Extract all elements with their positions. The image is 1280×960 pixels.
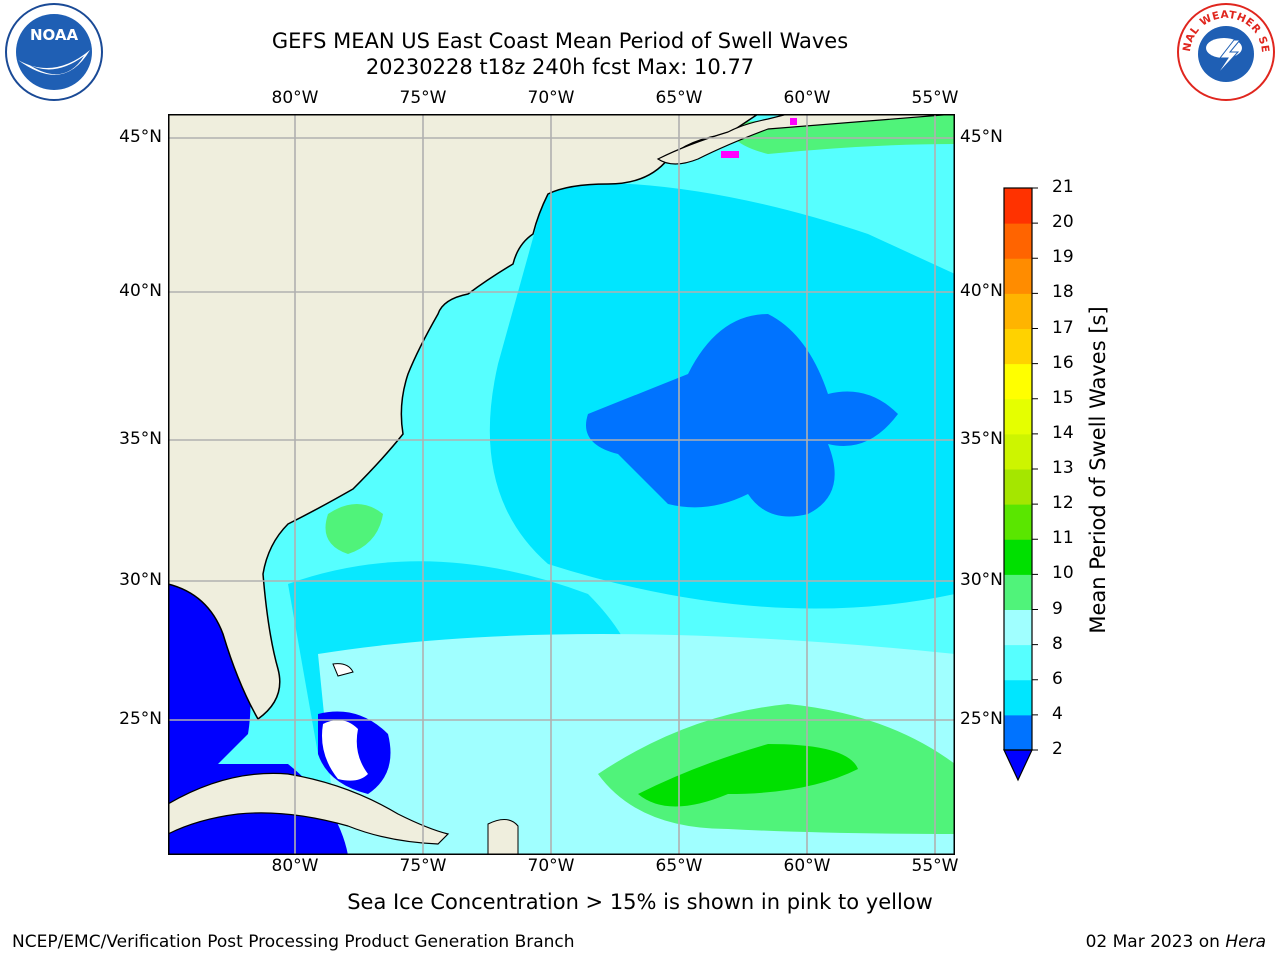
colorbar-segment-2 <box>1004 644 1032 681</box>
noaa-logo-text: NOAA <box>30 26 79 44</box>
lon-label-top-2: 70°W <box>527 88 575 108</box>
colorbar-tick-8: 8 <box>1052 633 1063 654</box>
lon-label-top-5: 55°W <box>911 88 959 108</box>
lat-label-right-4: 25°N <box>960 709 1003 729</box>
lon-label-bottom-0: 80°W <box>271 856 319 876</box>
chart-title: GEFS MEAN US East Coast Mean Period of S… <box>271 29 849 53</box>
colorbar-segment-3 <box>1004 609 1032 646</box>
colorbar-tick-19: 19 <box>1052 247 1074 268</box>
colorbar-under-arrow <box>1003 749 1033 782</box>
footer-date: 02 Mar 2023 on Hera <box>1086 932 1266 952</box>
colorbar-tick-17: 17 <box>1052 317 1074 338</box>
colorbar-tick-11: 11 <box>1052 528 1074 549</box>
colorbar-segment-6 <box>1004 504 1032 540</box>
lat-label-right-2: 35°N <box>960 429 1003 449</box>
lon-label-top-4: 60°W <box>783 88 831 108</box>
sea-ice-note: Sea Ice Concentration > 15% is shown in … <box>347 890 933 914</box>
colorbar-segment-10 <box>1004 363 1032 400</box>
colorbar-label: Mean Period of Swell Waves [s] <box>1086 306 1110 634</box>
colorbar-tick-15: 15 <box>1052 387 1074 408</box>
footer-machine: Hera <box>1225 932 1266 952</box>
colorbar-tick-2: 2 <box>1052 739 1063 759</box>
colorbar-segment-14 <box>1004 223 1032 259</box>
lon-label-bottom-1: 75°W <box>399 856 447 876</box>
lat-label-left-0: 45°N <box>119 127 162 147</box>
colorbar-segment-1 <box>1004 679 1032 716</box>
lon-label-bottom-3: 65°W <box>655 856 703 876</box>
lon-label-top-1: 75°W <box>399 88 447 108</box>
map-panel <box>168 114 955 855</box>
colorbar-segment-9 <box>1004 398 1032 435</box>
colorbar-tick-21: 21 <box>1052 177 1074 197</box>
colorbar <box>1003 187 1038 782</box>
footer-branch: NCEP/EMC/Verification Post Processing Pr… <box>12 932 575 952</box>
lat-label-left-3: 30°N <box>119 570 162 590</box>
colorbar-segment-7 <box>1004 469 1032 505</box>
colorbar-tick-20: 20 <box>1052 212 1074 233</box>
lon-label-bottom-2: 70°W <box>527 856 575 876</box>
colorbar-tick-10: 10 <box>1052 563 1074 584</box>
lat-label-left-1: 40°N <box>119 281 162 301</box>
lat-label-left-2: 35°N <box>119 429 162 449</box>
colorbar-segment-0 <box>1004 714 1032 751</box>
colorbar-tick-4: 4 <box>1052 703 1063 724</box>
colorbar-segment-5 <box>1004 539 1032 575</box>
lat-label-right-0: 45°N <box>960 127 1003 147</box>
colorbar-tick-18: 18 <box>1052 282 1074 303</box>
colorbar-segment-8 <box>1004 433 1032 470</box>
lon-label-top-3: 65°W <box>655 88 703 108</box>
lat-label-left-4: 25°N <box>119 709 162 729</box>
colorbar-tick-16: 16 <box>1052 352 1074 373</box>
footer-date-text: 02 Mar 2023 on <box>1085 932 1226 952</box>
lat-label-right-1: 40°N <box>960 281 1003 301</box>
national-weather-service-logo: NATIONAL WEATHER SERVICE <box>1176 2 1275 101</box>
lat-label-right-3: 30°N <box>960 570 1003 590</box>
lon-label-top-0: 80°W <box>271 88 319 108</box>
colorbar-tick-6: 6 <box>1052 668 1063 689</box>
colorbar-segment-15 <box>1004 188 1032 224</box>
colorbar-tick-12: 12 <box>1052 493 1074 514</box>
colorbar-tick-14: 14 <box>1052 422 1074 443</box>
colorbar-segment-13 <box>1004 258 1032 294</box>
noaa-logo: NOAA <box>5 3 103 101</box>
colorbar-tick-9: 9 <box>1052 598 1063 619</box>
lon-label-bottom-4: 60°W <box>783 856 831 876</box>
colorbar-tick-13: 13 <box>1052 458 1074 478</box>
chart-subtitle: 20230228 t18z 240h fcst Max: 10.77 <box>365 55 755 79</box>
colorbar-segment-12 <box>1004 293 1032 329</box>
colorbar-segment-4 <box>1004 574 1032 610</box>
lon-label-bottom-5: 55°W <box>911 856 959 876</box>
colorbar-segment-11 <box>1004 328 1032 365</box>
